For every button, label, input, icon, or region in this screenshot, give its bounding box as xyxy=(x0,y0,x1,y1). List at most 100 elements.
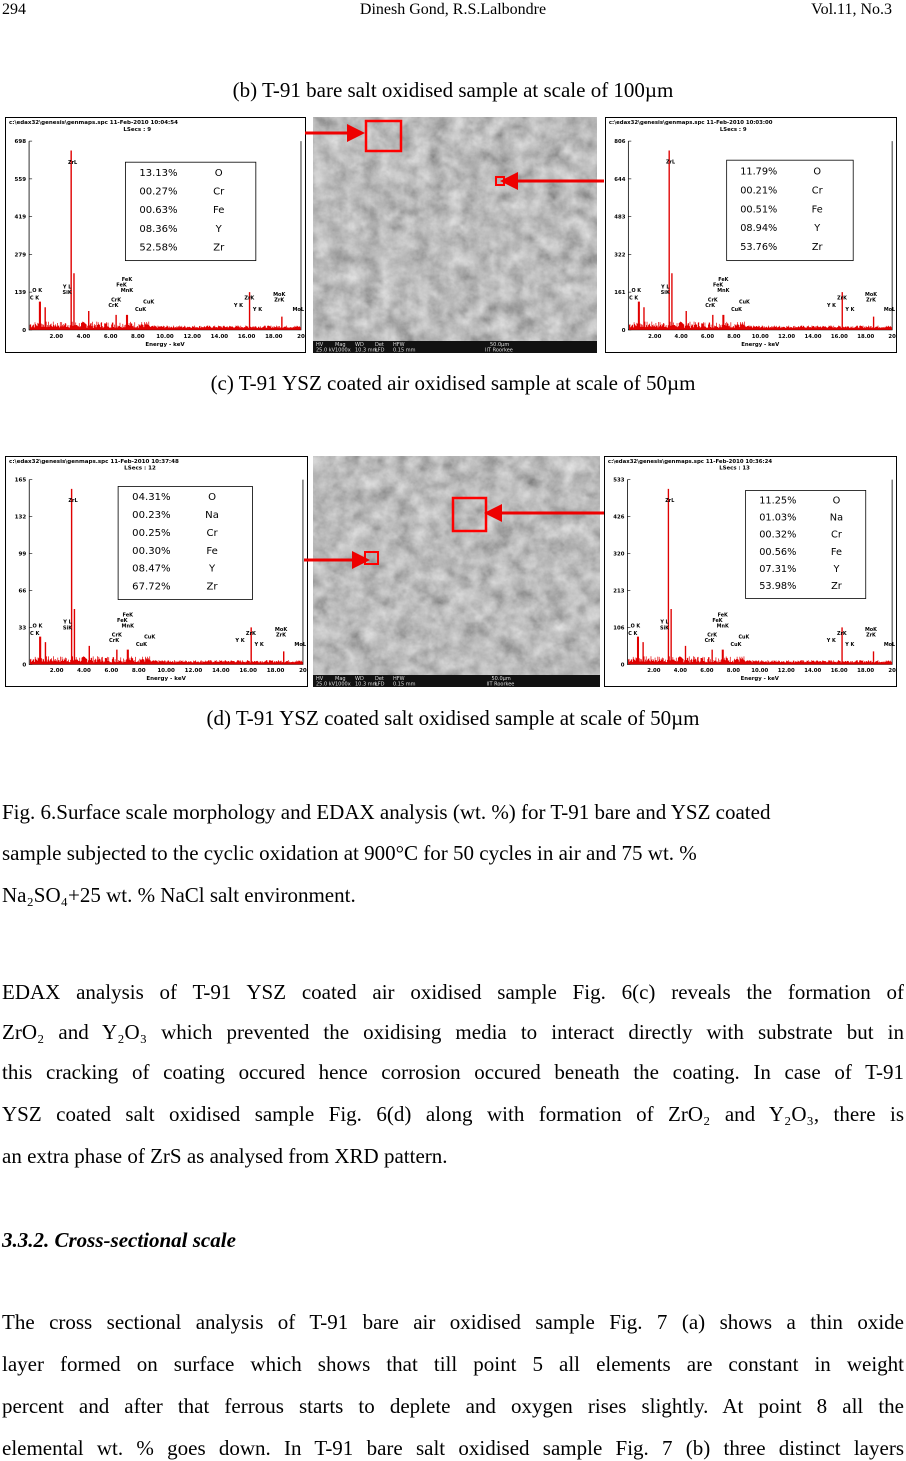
x-tick-label: 12.00 xyxy=(185,668,203,674)
x-tick-label: 18.00 xyxy=(857,668,874,674)
y-tick-label: 139 xyxy=(15,290,27,296)
figure-caption: (c) T-91 YSZ coated air oxidised sample … xyxy=(210,371,696,395)
element: Fe xyxy=(831,547,842,558)
info-text: 50.0µm xyxy=(490,342,509,348)
peak-label: ZrK xyxy=(246,631,256,637)
x-tick-label: 12.00 xyxy=(183,334,201,340)
y-tick-label: 0 xyxy=(22,328,26,334)
x-tick-label: 14.00 xyxy=(212,668,230,674)
weight-percent: 00.27% xyxy=(139,187,177,198)
x-tick-label: 12.00 xyxy=(778,668,795,674)
weight-percent: 00.21% xyxy=(740,185,777,196)
x-tick-label: 16.00 xyxy=(831,668,848,674)
peak-label: MnK xyxy=(121,288,135,294)
x-tick-label: 10.00 xyxy=(157,668,175,674)
y-tick-label: 483 xyxy=(614,215,625,221)
element: Cr xyxy=(812,185,824,196)
peak-label: CrK xyxy=(708,298,718,304)
figure-description: Fig. 6.Surface scale morphology and EDAX… xyxy=(2,800,771,824)
y-tick-label: 320 xyxy=(613,551,624,557)
composition-box xyxy=(726,159,854,262)
peak-label: MoL xyxy=(292,307,304,313)
peak-label: CuK xyxy=(731,307,742,313)
element: O xyxy=(215,168,223,179)
peak-label: CuK xyxy=(143,299,155,305)
edax-spectrum: c:\edax32\genesis\genmaps.spc 11-Feb-201… xyxy=(604,456,897,687)
info-text: HFW xyxy=(393,342,405,348)
y-tick-label: 106 xyxy=(613,625,624,631)
y-tick-label: 0 xyxy=(621,662,625,668)
y-tick-label: 644 xyxy=(614,177,625,183)
paragraph-line: The cross sectional analysis of T-91 bar… xyxy=(2,1310,904,1334)
peak-label: ZrK xyxy=(274,298,285,304)
element: Zr xyxy=(812,242,824,253)
peak-label: ZrK xyxy=(837,631,847,637)
element: Zr xyxy=(207,582,219,593)
x-tick-label: 20 xyxy=(888,668,896,674)
x-tick-label: 4.00 xyxy=(674,668,687,674)
peak-label: MoK xyxy=(865,627,877,633)
x-tick-label: 18.00 xyxy=(265,334,283,340)
info-text: 10.3 mm xyxy=(355,682,378,688)
peak-label: MnK xyxy=(122,623,135,629)
section-heading: 3.3.2. Cross-sectional scale xyxy=(2,1228,236,1252)
paragraph-line: layer formed on surface which shows that… xyxy=(2,1352,904,1376)
weight-percent: 00.32% xyxy=(759,530,796,541)
peak-label: CuK xyxy=(731,642,742,648)
info-text: 25.0 kV xyxy=(316,348,336,354)
y-tick-label: 698 xyxy=(15,139,27,145)
peak-label: MoL xyxy=(884,307,896,313)
y-tick-label: 419 xyxy=(15,215,27,221)
x-axis-label: Energy - keV xyxy=(145,342,185,348)
paragraph-line: an extra phase of ZrS as analysed from X… xyxy=(2,1144,448,1168)
y-tick-label: 161 xyxy=(614,290,625,296)
peak-label: CuK xyxy=(739,299,750,305)
element: Fe xyxy=(206,546,217,557)
peak-label: MoK xyxy=(865,292,877,298)
element: Na xyxy=(205,510,219,521)
peak-label: Y K xyxy=(844,307,854,313)
x-tick-label: 2.00 xyxy=(49,334,63,340)
y-tick-label: 279 xyxy=(15,252,27,258)
info-text: HV xyxy=(316,676,324,682)
info-text: WD xyxy=(355,342,364,348)
info-text: Mag xyxy=(335,676,346,682)
weight-percent: 07.31% xyxy=(759,564,796,575)
volume: Vol.11, No.3 xyxy=(811,1,892,18)
x-axis-label: Energy - keV xyxy=(146,676,186,682)
paragraph-line: YSZ coated salt oxidised sample Fig. 6(d… xyxy=(2,1102,904,1126)
weight-percent: 08.94% xyxy=(740,223,777,234)
y-tick-label: 213 xyxy=(613,588,624,594)
peak-label: O K xyxy=(631,288,641,294)
y-tick-label: 33 xyxy=(18,625,26,631)
x-tick-label: 4.00 xyxy=(77,334,91,340)
peak-label: CrK xyxy=(705,303,715,309)
info-text: HV xyxy=(316,342,324,348)
info-text: 1000x xyxy=(335,682,351,688)
x-tick-label: 6.00 xyxy=(700,668,713,674)
element: Zr xyxy=(831,581,843,592)
x-tick-label: 8.00 xyxy=(132,668,146,674)
info-text: 10.3 mm xyxy=(355,348,378,354)
weight-percent: 11.79% xyxy=(740,166,777,177)
paragraph-line: ZrO₂ and Y₂O₃ which prevented the oxidis… xyxy=(2,1020,904,1044)
peak-label: Y K xyxy=(252,307,263,313)
paragraph-line: EDAX analysis of T-91 YSZ coated air oxi… xyxy=(2,980,904,1004)
x-tick-label: 2.00 xyxy=(648,334,661,340)
element: Na xyxy=(830,512,843,523)
element: Y xyxy=(208,564,216,575)
x-tick-label: 6.00 xyxy=(701,334,714,340)
info-text: 0.15 mm xyxy=(393,682,416,688)
peak-label: O K xyxy=(32,288,43,294)
element: Y xyxy=(832,564,839,575)
info-text: IIT Roorkee xyxy=(487,682,515,688)
x-tick-label: 16.00 xyxy=(831,334,848,340)
info-text: 25.0 kV xyxy=(316,682,336,688)
info-text: 0.15 mm xyxy=(393,348,416,354)
element: Fe xyxy=(812,204,823,215)
y-tick-label: 322 xyxy=(614,252,625,258)
peak-label: FeK xyxy=(117,618,128,624)
